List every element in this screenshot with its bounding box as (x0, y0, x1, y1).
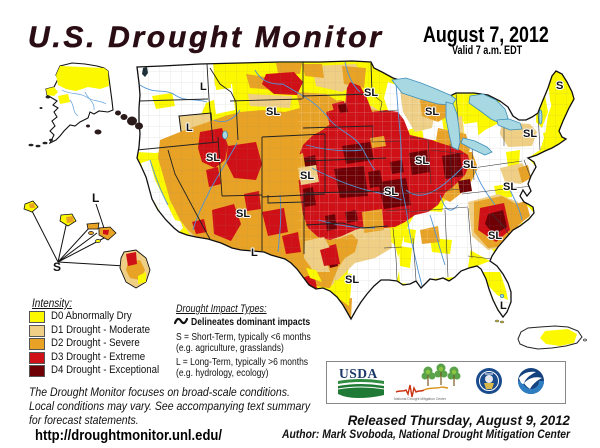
svg-text:L: L (500, 300, 507, 312)
svg-text:L: L (186, 122, 193, 134)
svg-text:L: L (251, 247, 258, 259)
svg-text:SL: SL (300, 170, 314, 182)
svg-text:SL: SL (463, 159, 477, 171)
svg-text:SL: SL (488, 230, 502, 242)
svg-text:SL: SL (345, 274, 359, 286)
svg-text:SL: SL (503, 181, 517, 193)
svg-text:SL: SL (364, 87, 378, 99)
svg-text:L: L (200, 81, 207, 93)
svg-text:S: S (53, 260, 61, 274)
svg-text:SL: SL (206, 152, 220, 164)
svg-text:National Drought Mitigation: National Drought Mitigation Center (394, 397, 447, 401)
svg-text:SL: SL (236, 208, 250, 220)
svg-text:L: L (92, 191, 99, 205)
svg-text:SL: SL (384, 186, 398, 198)
svg-text:USDA: USDA (339, 366, 378, 381)
svg-text:SL: SL (425, 106, 439, 118)
svg-text:S: S (556, 80, 563, 92)
svg-text:SL: SL (266, 106, 280, 118)
svg-text:SL: SL (523, 128, 537, 140)
svg-text:SL: SL (415, 155, 429, 167)
